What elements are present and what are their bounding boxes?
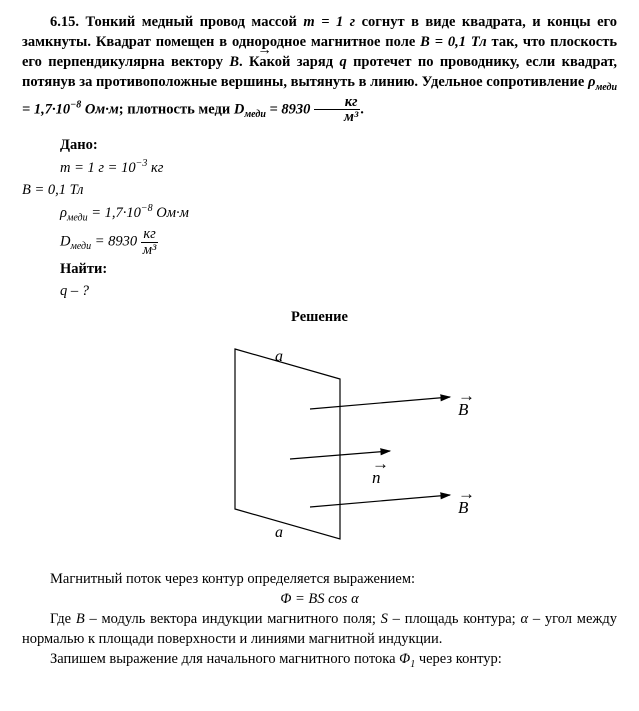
given-mass-exp: −3	[136, 158, 148, 169]
given-d-mid: = 8930	[91, 233, 141, 249]
find-title: Найти:	[60, 259, 617, 279]
flux-desc-a: Где	[50, 611, 76, 627]
b-label-bottom: B	[458, 498, 469, 517]
flux-desc-b: – модуль вектора индукции магнитного пол…	[85, 611, 381, 627]
problem-number: 6.15.	[50, 14, 79, 30]
n-label: n	[372, 468, 381, 487]
rho-sub: меди	[595, 82, 617, 93]
flux1-intro-a: Запишем выражение для начального магнитн…	[50, 651, 399, 667]
given-rho-exp: −8	[141, 203, 153, 214]
given-title: Дано:	[60, 135, 617, 155]
side-label-top: a	[275, 348, 283, 365]
d-val: = 8930	[266, 101, 314, 117]
b-vector-bottom	[310, 495, 450, 507]
problem-text-1f: ; плотность меди	[119, 101, 234, 117]
phi1-sym: Φ	[399, 651, 410, 667]
rho-val: = 1,7·10	[22, 101, 70, 117]
problem-text-1g: .	[360, 101, 364, 117]
flux-desc-alpha: α	[520, 611, 528, 627]
given-d-sym: D	[60, 233, 70, 249]
given-mass-lhs: m = 1 г = 10	[60, 160, 136, 176]
given-block: Дано: m = 1 г = 10−3 кг B = 0,1 Тл ρмеди…	[32, 135, 617, 301]
mass-expr: m = 1 г	[303, 14, 355, 30]
given-mass-rhs: кг	[147, 160, 163, 176]
find-q-val: q – ?	[60, 283, 89, 299]
flux1-intro-b: через контур:	[415, 651, 502, 667]
rho-unit: Ом·м	[81, 101, 119, 117]
flux-desc-c: – площадь контура;	[388, 611, 521, 627]
flux-desc-S: S	[381, 611, 388, 627]
given-d-frac: кгм³	[141, 227, 159, 257]
given-b-val: B = 0,1 Тл	[22, 182, 84, 198]
d-sub: меди	[244, 109, 266, 120]
d-sym: D	[234, 101, 244, 117]
page: 6.15. Тонкий медный провод массой m = 1 …	[0, 0, 639, 690]
d-unit-frac: кгм³	[314, 95, 360, 125]
given-d-sub: меди	[70, 241, 91, 252]
b-vector-top	[310, 397, 450, 409]
problem-text-1a: Тонкий медный провод массой	[86, 14, 304, 30]
solution-title: Решение	[22, 307, 617, 327]
given-rho-sym: ρ	[60, 204, 67, 220]
b-label-top-b: B	[458, 400, 469, 419]
figure-svg: a a → B → B → n	[140, 329, 500, 559]
given-d: Dмеди = 8930 кгм³	[60, 227, 617, 257]
figure-wrap: a a → B → B → n	[22, 329, 617, 559]
flux-intro: Магнитный поток через контур определяетс…	[22, 569, 617, 589]
q-sym: q	[339, 54, 346, 70]
given-mass: m = 1 г = 10−3 кг	[60, 157, 617, 178]
square-shape	[235, 349, 340, 539]
given-b: B = 0,1 Тл	[22, 180, 617, 200]
given-rho-mid: = 1,7·10	[88, 204, 141, 220]
problem-statement: 6.15. Тонкий медный провод массой m = 1 …	[22, 12, 617, 125]
flux1-intro: Запишем выражение для начального магнитн…	[22, 649, 617, 672]
b-vec: →B	[229, 54, 239, 70]
given-rho: ρмеди = 1,7·10−8 Ом·м	[60, 202, 617, 226]
flux-eq: Φ = BS cos α	[22, 589, 617, 609]
flux-desc: Где B – модуль вектора индукции магнитно…	[22, 609, 617, 649]
rho-exp: −8	[70, 99, 81, 110]
d-unit-num: кг	[314, 95, 360, 110]
b-expr: B = 0,1 Тл	[420, 34, 486, 50]
given-d-num: кг	[141, 227, 159, 242]
flux-desc-B: B	[76, 611, 85, 627]
given-rho-unit: Ом·м	[153, 204, 189, 220]
given-rho-sub: меди	[67, 212, 88, 223]
side-label-bottom: a	[275, 524, 283, 541]
given-d-den: м³	[141, 242, 159, 258]
find-q: q – ?	[60, 281, 617, 301]
d-unit-den: м³	[314, 109, 360, 125]
